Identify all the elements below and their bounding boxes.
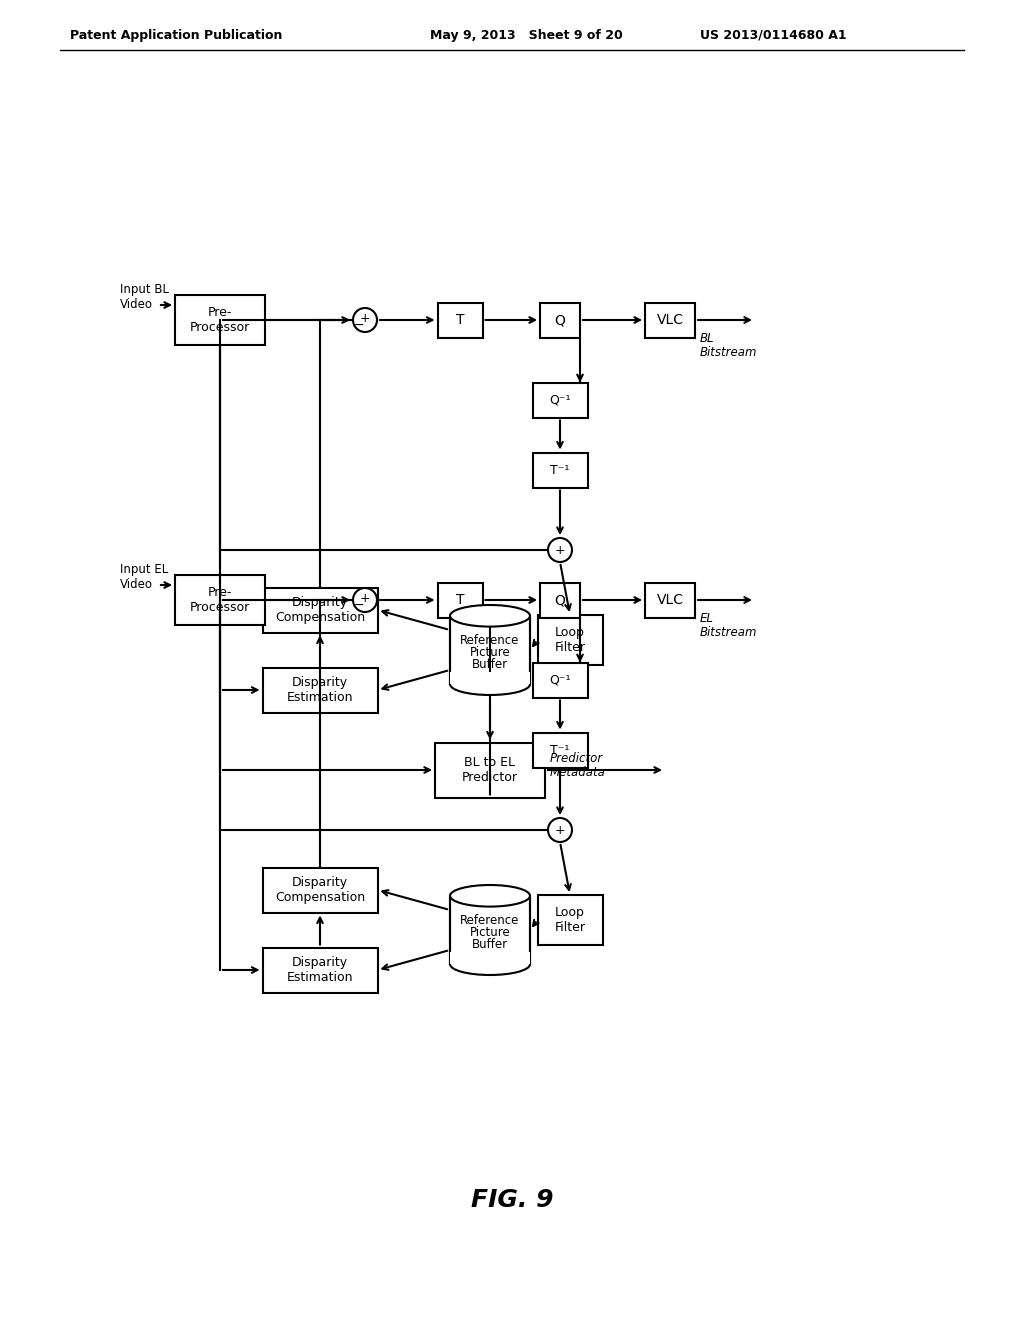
Text: Video: Video [120, 298, 153, 312]
FancyBboxPatch shape [538, 895, 602, 945]
FancyBboxPatch shape [450, 672, 530, 684]
Text: Bitstream: Bitstream [700, 346, 758, 359]
Text: Disparity
Compensation: Disparity Compensation [274, 597, 366, 624]
Text: Loop
Filter: Loop Filter [555, 906, 586, 935]
Text: Video: Video [120, 578, 153, 591]
Circle shape [548, 818, 572, 842]
FancyBboxPatch shape [435, 742, 545, 797]
FancyBboxPatch shape [175, 294, 265, 345]
Text: −: − [353, 318, 365, 331]
Text: Q: Q [555, 593, 565, 607]
FancyBboxPatch shape [437, 302, 482, 338]
Text: Disparity
Estimation: Disparity Estimation [287, 676, 353, 704]
FancyBboxPatch shape [538, 615, 602, 665]
Text: VLC: VLC [656, 593, 683, 607]
Circle shape [548, 539, 572, 562]
FancyBboxPatch shape [645, 302, 695, 338]
FancyBboxPatch shape [437, 582, 482, 618]
FancyBboxPatch shape [450, 616, 530, 684]
Text: Disparity
Compensation: Disparity Compensation [274, 876, 366, 904]
Text: Pre-
Processor: Pre- Processor [189, 306, 250, 334]
Text: +: + [555, 824, 565, 837]
Text: Reference: Reference [461, 634, 520, 647]
Text: Q⁻¹: Q⁻¹ [549, 673, 570, 686]
FancyBboxPatch shape [532, 663, 588, 697]
FancyBboxPatch shape [532, 383, 588, 417]
Text: Buffer: Buffer [472, 937, 508, 950]
Text: T: T [456, 313, 464, 327]
FancyBboxPatch shape [540, 302, 580, 338]
Ellipse shape [450, 605, 530, 627]
Text: FIG. 9: FIG. 9 [471, 1188, 553, 1212]
Circle shape [353, 308, 377, 333]
Text: T⁻¹: T⁻¹ [550, 463, 569, 477]
FancyBboxPatch shape [450, 896, 530, 964]
Text: BL: BL [700, 331, 715, 345]
Text: Q: Q [555, 313, 565, 327]
FancyBboxPatch shape [175, 576, 265, 624]
Text: Q⁻¹: Q⁻¹ [549, 393, 570, 407]
Text: May 9, 2013   Sheet 9 of 20: May 9, 2013 Sheet 9 of 20 [430, 29, 623, 41]
FancyBboxPatch shape [645, 582, 695, 618]
Text: Metadata: Metadata [550, 766, 606, 779]
Text: T: T [456, 593, 464, 607]
Ellipse shape [450, 673, 530, 696]
Ellipse shape [450, 953, 530, 975]
Text: Bitstream: Bitstream [700, 626, 758, 639]
Text: US 2013/0114680 A1: US 2013/0114680 A1 [700, 29, 847, 41]
Text: Reference: Reference [461, 913, 520, 927]
FancyBboxPatch shape [532, 733, 588, 767]
FancyBboxPatch shape [450, 953, 530, 964]
Text: Input EL: Input EL [120, 564, 168, 577]
Text: BL to EL
Predictor: BL to EL Predictor [462, 756, 518, 784]
Ellipse shape [450, 884, 530, 907]
Text: +: + [555, 544, 565, 557]
Text: Disparity
Estimation: Disparity Estimation [287, 956, 353, 983]
Text: T⁻¹: T⁻¹ [550, 743, 569, 756]
Text: Loop
Filter: Loop Filter [555, 626, 586, 653]
FancyBboxPatch shape [540, 582, 580, 618]
Text: +: + [359, 312, 371, 325]
Text: Buffer: Buffer [472, 657, 508, 671]
FancyBboxPatch shape [262, 668, 378, 713]
Text: EL: EL [700, 611, 714, 624]
Text: Pre-
Processor: Pre- Processor [189, 586, 250, 614]
Text: Patent Application Publication: Patent Application Publication [70, 29, 283, 41]
Text: Predictor: Predictor [550, 751, 603, 764]
Circle shape [353, 587, 377, 612]
FancyBboxPatch shape [262, 867, 378, 912]
Text: +: + [359, 591, 371, 605]
Text: Input BL: Input BL [120, 284, 169, 297]
Text: Picture: Picture [470, 925, 510, 939]
Text: −: − [353, 598, 365, 611]
FancyBboxPatch shape [262, 587, 378, 632]
Text: Picture: Picture [470, 645, 510, 659]
Text: VLC: VLC [656, 313, 683, 327]
FancyBboxPatch shape [262, 948, 378, 993]
FancyBboxPatch shape [532, 453, 588, 487]
